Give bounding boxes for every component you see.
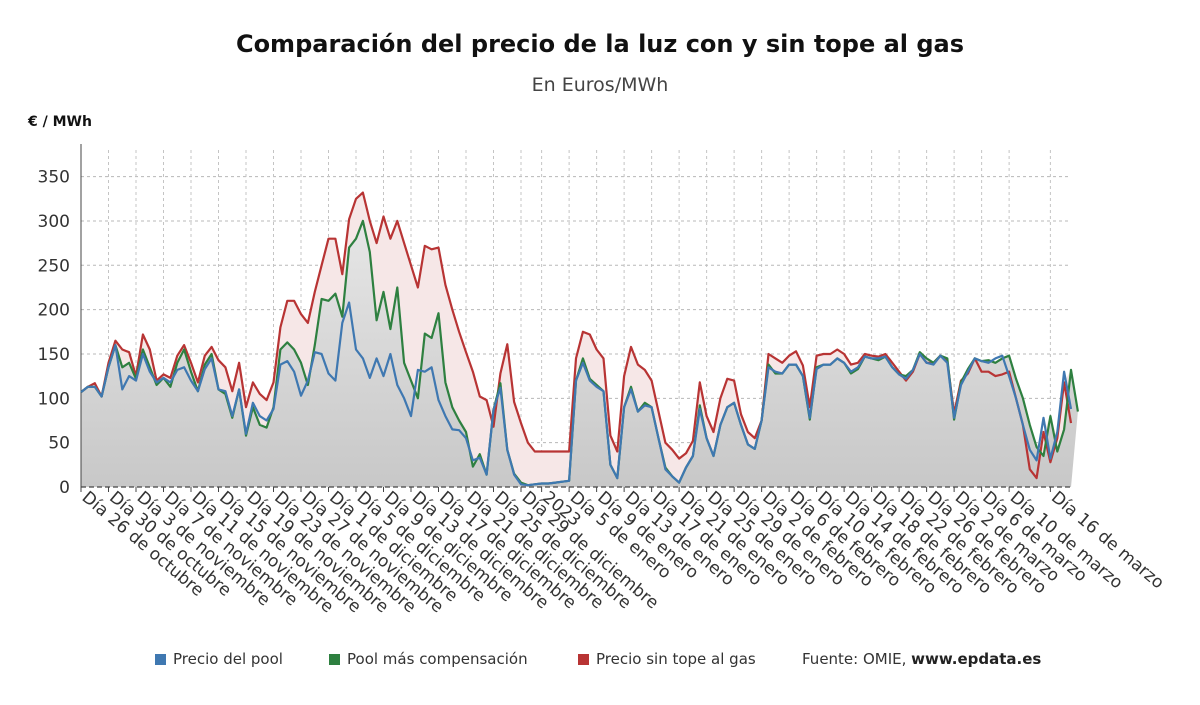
chart-title: Comparación del precio de la luz con y s… — [235, 30, 965, 58]
legend-item-no-cap[interactable]: Precio sin tope al gas — [578, 650, 756, 668]
source-note: Fuente: OMIE, www.epdata.es — [802, 650, 1041, 668]
legend-label-no-cap: Precio sin tope al gas — [596, 650, 756, 668]
y-tick-label: 0 — [59, 478, 70, 498]
legend-label-pool: Precio del pool — [173, 650, 283, 668]
legend-item-pool[interactable]: Precio del pool — [155, 650, 283, 668]
y-tick-label: 350 — [38, 168, 70, 188]
legend: Precio del pool Pool más compensación Pr… — [0, 650, 1200, 672]
chart-subtitle: En Euros/MWh — [531, 74, 669, 96]
y-tick-label: 300 — [38, 212, 70, 232]
y-tick-label: 250 — [38, 256, 70, 276]
y-tick-labels: 0 50 100 150 200 250 300 350 — [38, 168, 70, 498]
source-label: Fuente: OMIE, — [802, 650, 912, 668]
y-tick-label: 150 — [38, 345, 70, 365]
series-line-pool — [80, 301, 1073, 487]
y-axis-label: € / MWh — [28, 114, 92, 130]
legend-item-compensation[interactable]: Pool más compensación — [329, 650, 528, 668]
axes — [80, 144, 1071, 492]
source-site: www.epdata.es — [911, 650, 1042, 668]
series-lines — [80, 191, 1079, 487]
y-tick-label: 50 — [48, 434, 70, 454]
y-tick-label: 100 — [38, 389, 70, 409]
legend-label-compensation: Pool más compensación — [347, 650, 528, 668]
area-compensation — [81, 220, 1078, 487]
legend-swatch-compensation — [329, 654, 340, 665]
legend-swatch-pool — [155, 654, 166, 665]
y-tick-label: 200 — [38, 301, 70, 321]
series-line-no-cap — [80, 191, 1073, 480]
legend-swatch-no-cap — [578, 654, 589, 665]
area-fills — [81, 192, 1078, 487]
